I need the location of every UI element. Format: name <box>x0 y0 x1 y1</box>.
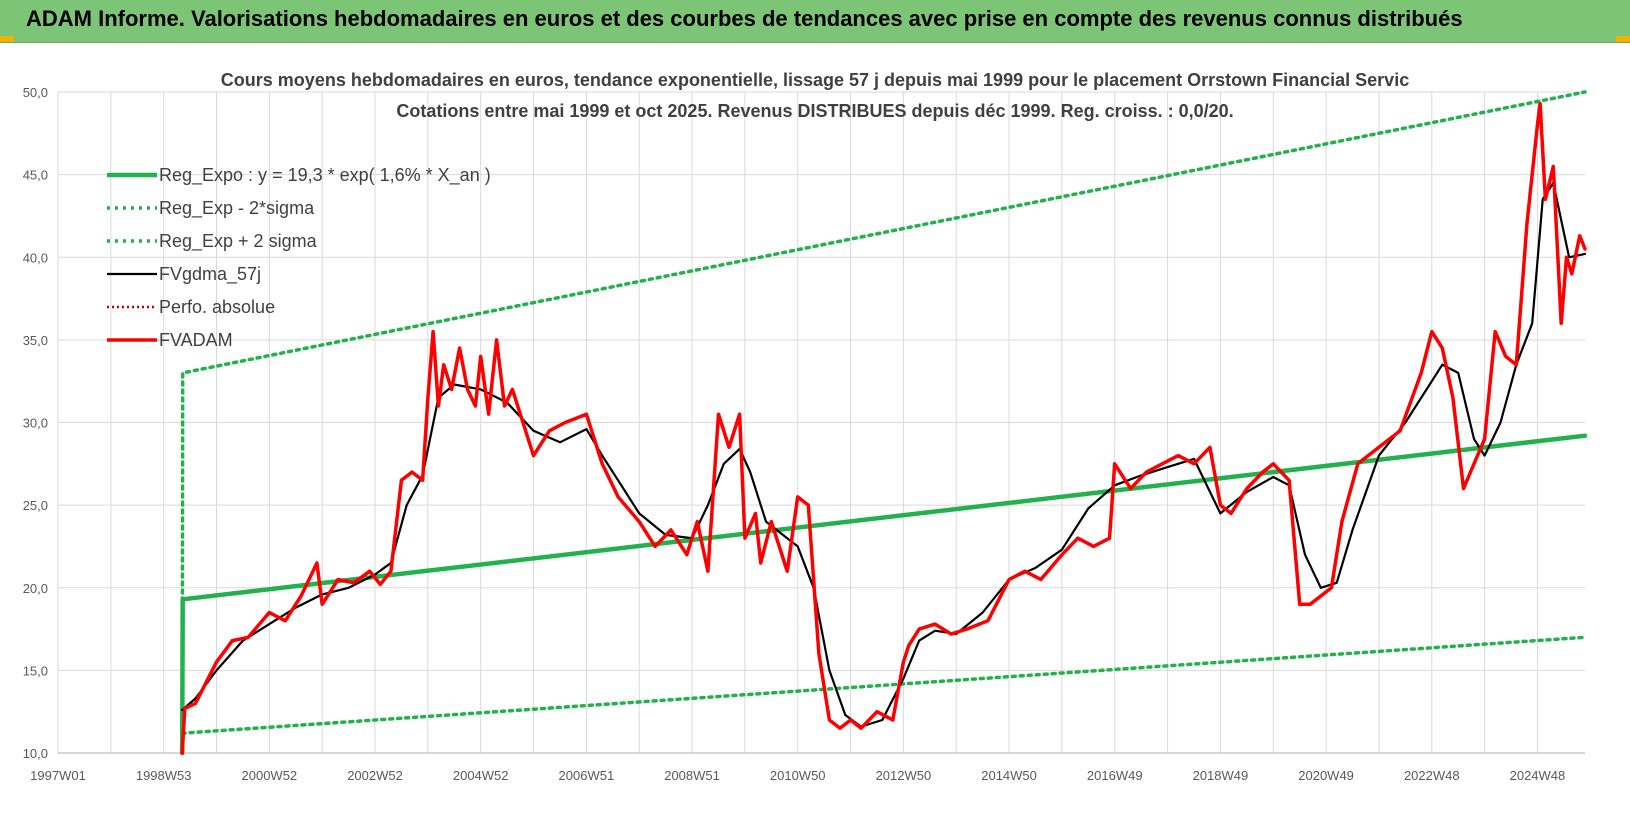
series-line-2 <box>180 90 1587 755</box>
x-tick-label: 1998W53 <box>136 768 192 783</box>
y-tick-label: 10,0 <box>23 746 48 761</box>
series-line-3 <box>181 181 1587 728</box>
page-title: ADAM Informe. Valorisations hebdomadaire… <box>26 6 1463 31</box>
x-tick-label: 2018W49 <box>1193 768 1249 783</box>
legend-label-3: FVgdma_57j <box>159 264 261 285</box>
legend-label-5: FVADAM <box>159 330 233 350</box>
x-tick-label: 2016W49 <box>1087 768 1143 783</box>
corner-mark-right <box>1616 36 1630 42</box>
gridlines <box>57 91 1585 754</box>
y-tick-label: 40,0 <box>23 250 48 265</box>
corner-mark-left <box>0 36 14 42</box>
x-tick-label: 2004W52 <box>453 768 509 783</box>
x-tick-label: 2002W52 <box>347 768 403 783</box>
y-axis-ticks: 10,0 15,0 20,0 25,0 30,0 35,0 40,0 45,0 50,0 <box>23 85 48 761</box>
x-tick-label: 1997W01 <box>30 768 86 783</box>
y-tick-label: 15,0 <box>23 663 48 678</box>
y-tick-label: 20,0 <box>23 581 48 596</box>
x-tick-label: 2022W48 <box>1404 768 1460 783</box>
x-tick-label: 2000W52 <box>242 768 298 783</box>
header-bar: ADAM Informe. Valorisations hebdomadaire… <box>0 0 1630 43</box>
series-line-0 <box>179 433 1588 756</box>
x-tick-label: 2020W49 <box>1298 768 1354 783</box>
series-line-5 <box>180 101 1587 755</box>
x-tick-label: 2014W50 <box>981 768 1037 783</box>
y-tick-label: 30,0 <box>23 416 48 431</box>
x-axis-ticks: 1997W01 1998W53 2000W52 2002W52 2004W52 2006W… <box>30 768 1565 783</box>
x-tick-label: 2006W51 <box>559 768 615 783</box>
legend: Reg_Expo : y = 19,3 * exp( 1,6% * X_an )… <box>107 165 491 350</box>
series-line-1 <box>180 635 1587 735</box>
x-tick-label: 2008W51 <box>664 768 720 783</box>
legend-label-1: Reg_Exp - 2*sigma <box>159 198 315 219</box>
legend-label-2: Reg_Exp + 2 sigma <box>159 231 318 252</box>
chart-title-line1: Cours moyens hebdomadaires en euros, ten… <box>221 70 1409 90</box>
x-tick-label: 2010W50 <box>770 768 826 783</box>
series-lines <box>179 90 1588 756</box>
x-tick-label: 2024W48 <box>1510 768 1566 783</box>
y-tick-label: 25,0 <box>23 498 48 513</box>
x-tick-label: 2012W50 <box>876 768 932 783</box>
y-tick-label: 35,0 <box>23 333 48 348</box>
chart-title-line2: Cotations entre mai 1999 et oct 2025. Re… <box>396 101 1233 121</box>
y-tick-label: 50,0 <box>23 85 48 100</box>
legend-label-4: Perfo. absolue <box>159 297 275 317</box>
legend-label-0: Reg_Expo : y = 19,3 * exp( 1,6% * X_an ) <box>159 165 491 186</box>
y-tick-label: 45,0 <box>23 168 48 183</box>
